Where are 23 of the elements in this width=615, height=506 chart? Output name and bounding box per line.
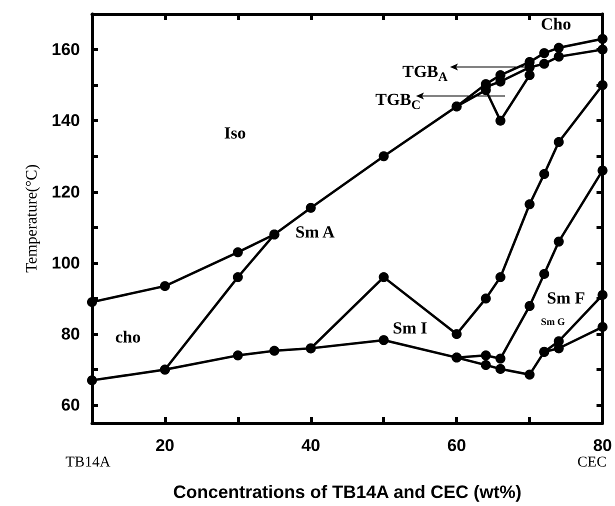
annotation: Iso [224,124,246,142]
x-tick-label: 80 [593,436,612,455]
y-tick-label: 120 [52,182,80,202]
x-tick-label: 60 [447,436,466,455]
annotation: Sm I [392,318,428,338]
annotation: TGB$_{C}$ [375,90,421,112]
y-tick-label: 60 [61,396,80,415]
annotation: cho [115,328,141,346]
y-tick-label: 160 [52,40,80,60]
x-tick-label: 20 [155,436,174,455]
text: CEC [577,454,607,470]
annotation: Sm G [540,317,566,328]
annotation: TGB$_{A}$ [402,62,448,84]
annotation: Sm F [546,288,586,308]
y-axis-title: Temperature(°C) [24,164,40,273]
y-tick-label: 140 [52,111,80,130]
text: TB14A [66,454,110,470]
x-axis-title: Concentrations of TB14A and CEC (wt%) [173,482,522,502]
y-tick-label: 80 [61,324,80,344]
annotation: Sm A [295,222,335,242]
annotation: Cho [540,14,572,34]
x-tick-label: 40 [301,436,320,455]
y-tick-label: 100 [52,253,80,272]
